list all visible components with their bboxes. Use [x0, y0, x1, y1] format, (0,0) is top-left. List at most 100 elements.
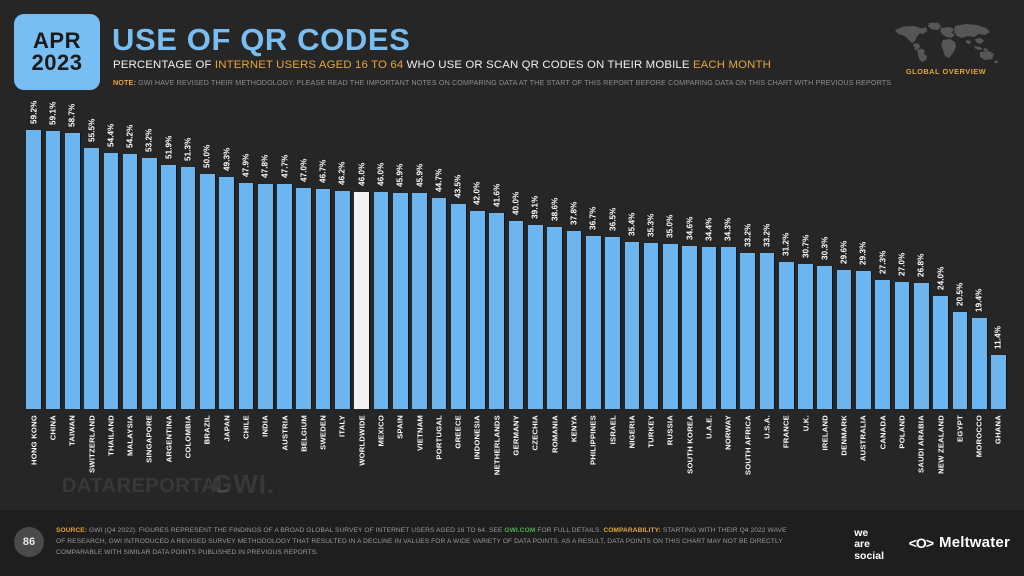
x-axis-column: RUSSIA — [661, 413, 680, 505]
chart-x-axis: HONG KONG CHINA TAIWAN SWITZERLAND THAILAND M… — [24, 413, 1008, 505]
x-axis-column: ROMANIA — [545, 413, 564, 505]
bar-value-label: 34.4% — [704, 217, 714, 241]
date-month: APR — [33, 27, 81, 53]
bar — [585, 236, 601, 409]
bar — [103, 152, 119, 409]
x-axis-column: U.S.A. — [757, 413, 776, 505]
brand-line-social: social — [854, 549, 884, 562]
page-subtitle: PERCENTAGE OF INTERNET USERS AGED 16 TO … — [113, 59, 771, 71]
x-axis-label: SPAIN — [395, 415, 405, 439]
brand-line-we: we — [854, 527, 869, 539]
x-axis-label: GERMANY — [511, 415, 521, 456]
x-axis-column: CANADA — [873, 413, 892, 505]
x-axis-column: AUSTRIA — [275, 413, 294, 505]
bar-value-label: 30.7% — [801, 234, 811, 259]
bar — [643, 242, 659, 409]
bar — [180, 167, 196, 409]
bar-value-label: 42.0% — [472, 181, 482, 206]
bar-column: 42.0% — [468, 117, 487, 409]
x-axis-label: CZECHIA — [530, 415, 540, 451]
bar-column: 27.3% — [873, 117, 892, 409]
x-axis-label: INDONESIA — [472, 415, 482, 460]
bar — [64, 132, 80, 409]
x-axis-label: ROMANIA — [550, 415, 560, 454]
x-axis-label: HONG KONG — [29, 415, 39, 465]
x-axis-label: U.A.E. — [704, 415, 714, 439]
bar-value-label: 30.3% — [820, 236, 830, 261]
bar-value-label: 47.9% — [241, 153, 251, 178]
bar-column: 40.0% — [506, 117, 525, 409]
bar-value-label: 46.7% — [318, 159, 328, 184]
x-axis-column: NEW ZEALAND — [931, 413, 950, 505]
bar-value-label: 27.0% — [897, 252, 907, 276]
bar-column: 33.2% — [738, 117, 757, 409]
bar-column: 50.0% — [198, 117, 217, 409]
bar-value-label: 47.7% — [280, 154, 289, 179]
bar-column: 46.0% — [352, 117, 371, 409]
bar-column: 54.4% — [101, 117, 120, 409]
bar-column: 47.7% — [275, 117, 294, 409]
bar-chart: 59.2% 59.1% 58.7% 55.5% 54.4% 54.2% 53.2% 51.9%… — [0, 101, 1024, 505]
date-year: 2023 — [31, 50, 83, 75]
bar — [489, 213, 505, 409]
comparability-label: COMPARABILITY: — [603, 527, 661, 534]
bar — [991, 355, 1006, 409]
bar-value-label: 36.7% — [588, 206, 598, 231]
bar-value-label: 35.3% — [646, 213, 656, 237]
bar — [238, 183, 254, 409]
x-axis-column: CHILE — [236, 413, 255, 505]
source-text-2: FOR FULL DETAILS. — [535, 527, 604, 534]
bar-value-label: 49.3% — [222, 147, 232, 171]
x-axis-column: FRANCE — [777, 413, 796, 505]
bar — [817, 266, 833, 409]
x-axis-column: PHILIPPINES — [584, 413, 603, 505]
x-axis-label: MOROCCO — [974, 415, 984, 458]
bar-value-label: 19.4% — [974, 288, 984, 312]
bar-column: 36.7% — [584, 117, 603, 409]
x-axis-label: DENMARK — [839, 415, 849, 456]
x-axis-column: BRAZIL — [198, 413, 217, 505]
bar-value-label: 53.2% — [144, 129, 154, 153]
x-axis-label: PORTUGAL — [434, 415, 444, 460]
x-axis-column: ITALY — [333, 413, 352, 505]
x-axis-column: SOUTH KOREA — [680, 413, 699, 505]
bar-column: 51.9% — [159, 117, 178, 409]
x-axis-column: VIETNAM — [410, 413, 429, 505]
bar — [894, 281, 910, 409]
x-axis-label: EGYPT — [955, 415, 965, 442]
bar — [373, 192, 389, 409]
bar-column: 58.7% — [63, 103, 82, 409]
x-axis-column: SWITZERLAND — [82, 413, 101, 505]
bar-column: 47.0% — [294, 117, 313, 409]
x-axis-column: CZECHIA — [526, 413, 545, 505]
x-axis-label: NIGERIA — [627, 415, 637, 449]
x-axis-column: ISRAEL — [603, 413, 622, 505]
bar-value-label: 46.0% — [357, 162, 367, 187]
x-axis-column: TAIWAN — [63, 413, 82, 505]
bar-column: 59.1% — [43, 101, 62, 409]
bar-value-label: 55.5% — [87, 118, 97, 142]
bar-value-label: 45.9% — [395, 163, 405, 187]
x-axis-label: SWEDEN — [318, 415, 328, 450]
bar — [778, 262, 794, 409]
bar — [913, 282, 929, 409]
x-axis-label: JAPAN — [222, 415, 232, 442]
bar — [547, 227, 562, 409]
bar-column: 31.2% — [777, 117, 796, 409]
x-axis-label: TAIWAN — [67, 415, 77, 446]
source-link[interactable]: GWI.COM — [504, 527, 536, 534]
bar-value-label: 58.7% — [67, 103, 77, 127]
bar-column: 46.2% — [333, 117, 352, 409]
x-axis-label: SWITZERLAND — [87, 415, 97, 474]
note-text: GWI HAVE REVISED THEIR METHODOLOGY. PLEA… — [135, 78, 892, 87]
bar-column: 11.4% — [989, 117, 1008, 409]
bar-column: 41.6% — [487, 117, 506, 409]
x-axis-label: MEXICO — [376, 415, 386, 447]
date-badge: APR 2023 — [14, 14, 100, 90]
bar-value-label: 35.4% — [627, 212, 637, 237]
bar — [84, 147, 99, 409]
bar — [277, 184, 292, 409]
x-axis-column: INDIA — [256, 413, 275, 505]
bar-value-label: 34.3% — [723, 218, 733, 242]
x-axis-column: SWEDEN — [313, 413, 332, 505]
